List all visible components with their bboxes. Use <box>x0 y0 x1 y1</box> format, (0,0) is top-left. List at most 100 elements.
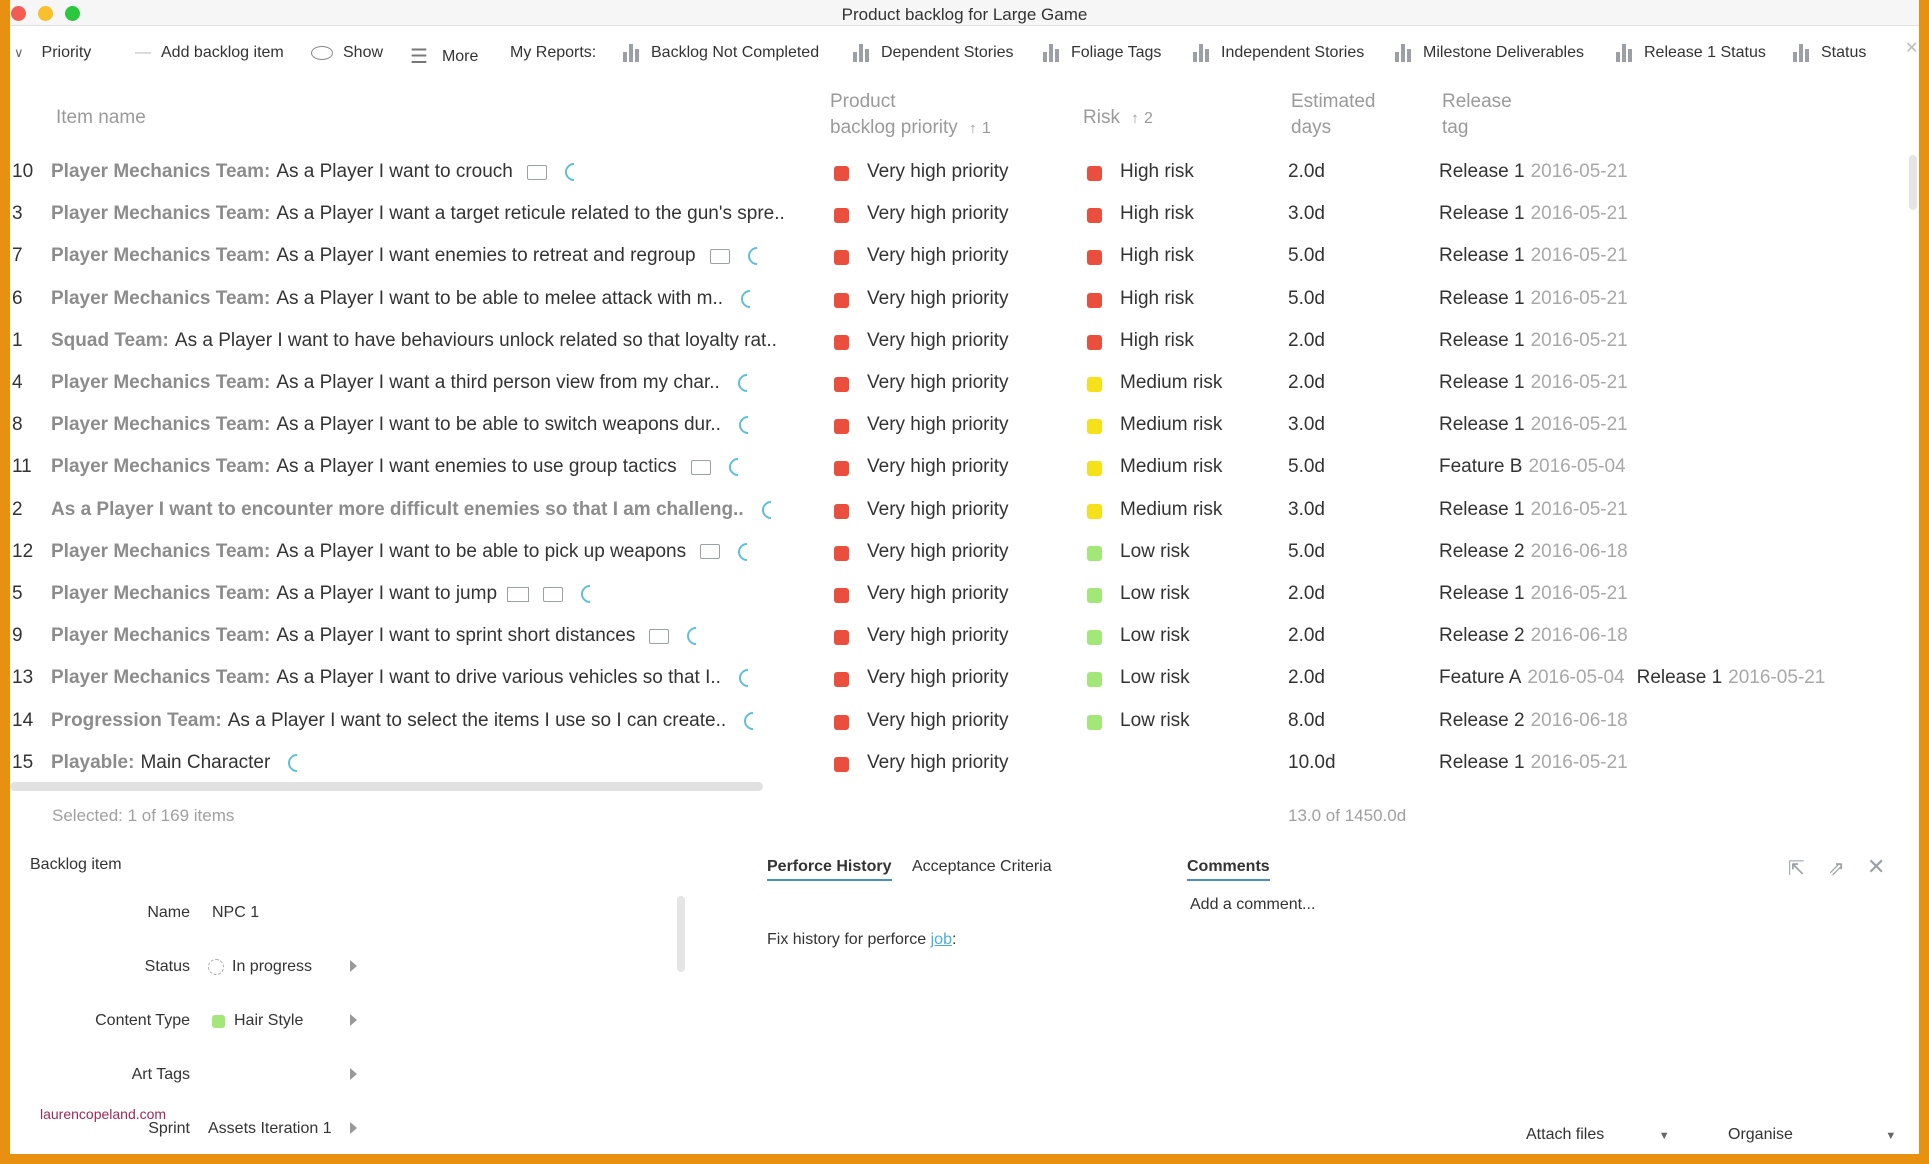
comment-icon[interactable] <box>649 628 670 644</box>
progress-circle-icon <box>208 959 224 975</box>
table-row[interactable]: 5 Player Mechanics Team: As a Player I wan… <box>10 575 1919 617</box>
report-release-1-status[interactable]: Release 1 Status <box>1616 44 1766 62</box>
risk-color-icon <box>1087 419 1102 435</box>
tab-acceptance-criteria[interactable]: Acceptance Criteria <box>912 858 1052 875</box>
team-label: Player Mechanics Team: <box>51 245 271 267</box>
sync-icon[interactable] <box>724 454 751 481</box>
comment-icon[interactable] <box>700 544 721 560</box>
sync-icon[interactable] <box>284 750 311 776</box>
table-row[interactable]: 11 Player Mechanics Team: As a Player I wa… <box>10 448 1919 490</box>
add-comment-field[interactable]: Add a comment... <box>1190 896 1316 913</box>
sync-icon[interactable] <box>734 370 760 396</box>
close-toolbar-icon[interactable]: ✕ <box>1905 40 1919 57</box>
table-row[interactable]: 8 Player Mechanics Team: As a Player I wan… <box>10 406 1919 448</box>
pop-out-icon[interactable]: ⇗ <box>1828 858 1845 880</box>
content-type-expand-icon[interactable] <box>350 1014 357 1026</box>
priority-color-icon <box>834 250 849 266</box>
col-risk[interactable]: Risk ↑ 2 <box>1083 107 1153 128</box>
release-tag-value: Release 1 2016-05-21 <box>1439 583 1628 604</box>
priority-value: Very high priority <box>867 372 1009 393</box>
job-link[interactable]: job <box>930 931 952 948</box>
sprint-expand-icon[interactable] <box>350 1122 357 1134</box>
table-row[interactable]: 14 Progression Team: As a Player I want to… <box>10 702 1919 744</box>
add-backlog-item-button[interactable]: — Add backlog item <box>135 44 284 61</box>
pin-icon[interactable]: ⇱ <box>1788 858 1805 880</box>
table-row[interactable]: 9 Player Mechanics Team: As a Player I wan… <box>10 617 1919 659</box>
release-tag-value: Release 1 2016-05-21 <box>1439 329 1628 351</box>
risk-value: Medium risk <box>1120 414 1223 436</box>
sort-up-icon: ↑ <box>969 120 977 137</box>
comment-icon[interactable] <box>526 164 547 180</box>
priority-color-icon <box>834 377 849 392</box>
sync-icon[interactable] <box>735 412 761 438</box>
col-item-name[interactable]: Item name <box>56 107 146 128</box>
comment-icon[interactable] <box>690 459 711 475</box>
comment-icon[interactable] <box>709 248 730 264</box>
risk-value: Low risk <box>1120 625 1190 647</box>
report-independent-stories[interactable]: Independent Stories <box>1193 44 1364 62</box>
sync-icon[interactable] <box>561 159 587 185</box>
table-row[interactable]: 13 Player Mechanics Team: As a Player I wa… <box>10 659 1919 701</box>
attach-files-button[interactable]: Attach files ▼ <box>1526 1126 1670 1143</box>
priority-value: Very high priority <box>867 583 1009 604</box>
sprint-label: Sprint <box>148 1120 190 1137</box>
report-status[interactable]: Status <box>1793 44 1866 62</box>
plus-icon: — <box>135 44 151 61</box>
comment-icon[interactable] <box>543 586 564 602</box>
sync-icon[interactable] <box>577 581 603 607</box>
content-type-field[interactable]: Hair Style <box>212 1012 303 1030</box>
status-expand-icon[interactable] <box>350 960 357 972</box>
sync-icon[interactable] <box>737 285 763 312</box>
priority-color-icon <box>834 714 849 730</box>
table-row[interactable]: 6 Player Mechanics Team: As a Player I wan… <box>10 280 1919 322</box>
col-estimated-days[interactable]: Estimated days <box>1291 91 1376 138</box>
col-priority[interactable]: Product backlog priority ↑ 1 <box>830 91 991 138</box>
table-row[interactable]: 15 Playable: Main Character Very high prior… <box>10 744 1919 786</box>
minimize-window-button[interactable] <box>38 6 53 21</box>
tab-perforce-history[interactable]: Perforce History <box>767 858 892 881</box>
table-row[interactable]: 7 Player Mechanics Team: As a Player I wan… <box>10 237 1919 279</box>
item-text: Main Character <box>140 751 271 773</box>
horizontal-scrollbar[interactable] <box>10 782 763 791</box>
report-milestone-deliverables[interactable]: Milestone Deliverables <box>1395 44 1584 62</box>
art-tags-expand-icon[interactable] <box>350 1068 357 1080</box>
status-field[interactable]: In progress <box>208 958 312 976</box>
table-row[interactable]: 10 Player Mechanics Team: As a Player I wa… <box>10 153 1919 195</box>
item-name: Player Mechanics Team: As a Player I want… <box>51 203 785 225</box>
sync-icon[interactable] <box>735 665 761 692</box>
table-row[interactable]: 3 Player Mechanics Team: As a Player I wan… <box>10 195 1919 237</box>
col-release-tag[interactable]: Release tag <box>1442 91 1512 138</box>
estimated-days-value: 2.0d <box>1288 161 1325 182</box>
estimated-days-value: 2.0d <box>1288 372 1325 393</box>
table-row[interactable]: 1 Squad Team: As a Player I want to have b… <box>10 322 1919 364</box>
report-foliage-tags[interactable]: Foliage Tags <box>1043 44 1161 62</box>
close-panel-icon[interactable]: ✕ <box>1867 854 1886 879</box>
estimated-days-value: 5.0d <box>1288 456 1325 478</box>
name-field[interactable]: NPC 1 <box>212 904 260 921</box>
detail-scrollbar[interactable] <box>677 896 685 972</box>
release-tag-value: Feature A 2016-05-04 Release 1 2016-05-21 <box>1439 667 1826 689</box>
sync-icon[interactable] <box>740 707 766 734</box>
report-backlog-not-completed[interactable]: Backlog Not Completed <box>623 44 819 62</box>
sync-icon[interactable] <box>734 539 760 565</box>
table-row[interactable]: 2 As a Player I want to encounter more di… <box>10 491 1919 533</box>
risk-color-icon <box>1087 250 1102 266</box>
sync-icon[interactable] <box>683 623 710 649</box>
tab-comments[interactable]: Comments <box>1187 858 1270 881</box>
table-row[interactable]: 4 Player Mechanics Team: As a Player I wan… <box>10 364 1919 406</box>
item-text: As a Player I want a target reticule rel… <box>276 203 785 225</box>
close-window-button[interactable] <box>11 6 26 21</box>
maximize-window-button[interactable] <box>65 6 80 21</box>
vertical-scrollbar[interactable] <box>1909 155 1917 210</box>
show-button[interactable]: Show <box>311 44 383 62</box>
sync-icon[interactable] <box>743 243 770 270</box>
organise-button[interactable]: Organise ▼ <box>1728 1126 1897 1143</box>
table-row[interactable]: 12 Player Mechanics Team: As a Player I wa… <box>10 533 1919 575</box>
sprint-field[interactable]: Assets Iteration 1 <box>208 1120 332 1137</box>
priority-dropdown[interactable]: ∨ Priority <box>14 44 92 61</box>
mail-icon[interactable] <box>507 586 530 602</box>
report-dependent-stories[interactable]: Dependent Stories <box>853 44 1014 62</box>
more-button[interactable]: ☰ More <box>410 46 479 68</box>
sync-icon[interactable] <box>757 496 784 523</box>
risk-value: High risk <box>1120 245 1194 267</box>
